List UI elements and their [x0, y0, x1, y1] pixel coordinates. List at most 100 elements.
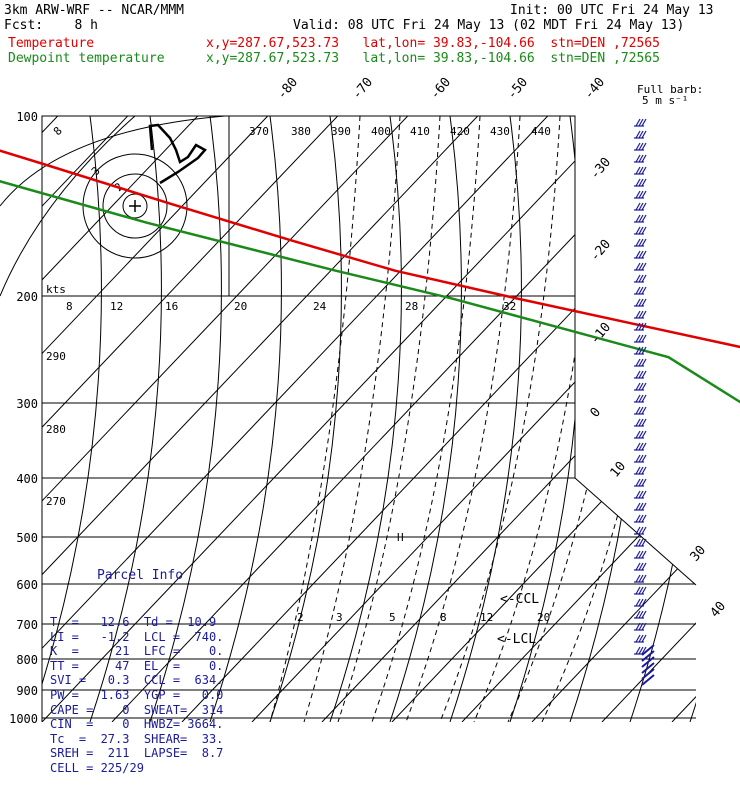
wind-barb-flag	[638, 202, 644, 211]
hodograph-ring	[0, 115, 226, 207]
wind-barb-flag	[635, 226, 641, 235]
isotherm-line	[42, 116, 549, 722]
wind-barb-flag	[638, 610, 644, 619]
wind-barb-flag	[638, 442, 644, 451]
theta-label: 390	[331, 125, 351, 138]
hodograph-speed-label: 12	[110, 300, 123, 313]
wind-barb-flag	[638, 274, 644, 283]
parcel-info-row: SVI = 0.3 CCL = 634.	[50, 673, 224, 688]
isotherm-line	[42, 116, 339, 722]
dry-adiabat	[449, 116, 522, 722]
wind-barb-flag	[638, 370, 644, 379]
wind-barb-flag	[638, 322, 644, 331]
isotherm-label: -60	[428, 75, 455, 103]
wind-barb-flag	[638, 418, 644, 427]
mixing-ratio-label: 3	[336, 611, 343, 624]
barb-legend-units: 5 m s⁻¹	[642, 94, 688, 107]
wind-barb-flag	[641, 166, 647, 175]
wind-barb-low	[641, 668, 655, 680]
hodograph-speed-label: 8	[66, 300, 73, 313]
wind-barb-flag	[641, 394, 647, 403]
wind-barbs: Full barb:5 m s⁻¹	[634, 83, 703, 686]
theta-label: 420	[450, 125, 470, 138]
isotherm-label: 0	[588, 405, 605, 421]
parcel-info-panel: Parcel Info T = 12.6 Td = 10.9 LI = -1.2 …	[50, 540, 230, 790]
wind-barb-flag	[638, 130, 644, 139]
wind-barb-flag	[635, 298, 641, 307]
dry-adiabat	[209, 116, 282, 722]
wind-barb-flag	[638, 406, 644, 415]
wind-barb-flag	[641, 118, 647, 127]
wind-barb-flag	[641, 442, 647, 451]
wind-barb-flag	[641, 154, 647, 163]
wind-barb-flag	[635, 634, 641, 643]
wind-barb-flag	[641, 190, 647, 199]
dry-adiabat	[389, 116, 462, 722]
theta-label: 270	[46, 495, 66, 508]
isotherm-label: -30	[588, 155, 615, 183]
isotherm-line	[42, 116, 269, 722]
wind-barb-flag	[635, 526, 641, 535]
dry-adiabat	[269, 116, 342, 722]
theta-label: 280	[46, 423, 66, 436]
wind-barb-flag	[638, 538, 644, 547]
wind-barb-flag	[635, 334, 641, 343]
dewpoint-location: x,y=287.67,523.73 lat,lon= 39.83,-104.66…	[206, 51, 660, 66]
wind-barb-flag	[635, 346, 641, 355]
wind-barb-flag	[641, 406, 647, 415]
wind-barb-flag	[641, 286, 647, 295]
isotherm-label: -80	[275, 75, 302, 103]
isotherm-line	[42, 116, 409, 722]
parcel-info-row: CAPE = 0 SWEAT= 314	[50, 702, 224, 717]
init-time: Init: 00 UTC Fri 24 May 13	[510, 3, 714, 18]
theta-label: 430	[490, 125, 510, 138]
wind-barb-low	[641, 650, 655, 662]
temperature-location: x,y=287.67,523.73 lat,lon= 39.83,-104.66…	[206, 36, 660, 51]
hodograph-speed-label: 20	[234, 300, 247, 313]
wind-barb-flag	[641, 622, 647, 631]
plot-border-diagonal	[574, 477, 697, 586]
isotherm-line	[42, 116, 199, 722]
parcel-info-row: TT = 47 EL = 0.	[50, 658, 224, 673]
wind-barb-flag	[638, 346, 644, 355]
mixing-ratio-label: 8	[440, 611, 447, 624]
wind-barb-flag	[635, 250, 641, 259]
wind-barb-flag	[641, 370, 647, 379]
wind-barb-flag	[641, 502, 647, 511]
pressure-tick-label: 500	[16, 531, 38, 545]
isotherm-line	[42, 116, 619, 722]
temperature-legend: Temperature	[8, 36, 95, 51]
pressure-tick-label: 400	[16, 472, 38, 486]
parcel-info-title: Parcel Info	[96, 568, 184, 584]
theta-label: 410	[410, 125, 430, 138]
wind-barb-flag	[635, 490, 641, 499]
ccl-annotation: <-CCL	[500, 592, 539, 607]
moist-adiabat	[371, 116, 481, 722]
wind-barb-flag	[641, 478, 647, 487]
wind-barb-flag	[635, 466, 641, 475]
wind-barb-flag	[638, 562, 644, 571]
wind-barb-flag	[635, 238, 641, 247]
wind-barb-flag	[641, 418, 647, 427]
hodograph-speed-label: 28	[405, 300, 418, 313]
wind-barb-low	[641, 674, 655, 686]
wind-barb-flag	[638, 394, 644, 403]
sounding-curves	[0, 149, 740, 404]
wind-barb-flag	[641, 550, 647, 559]
pressure-tick-label: 800	[16, 653, 38, 667]
wind-barb-flag	[641, 250, 647, 259]
wind-barb-flag	[641, 358, 647, 367]
wind-barb-flag	[635, 118, 641, 127]
wind-barb-flag	[635, 610, 641, 619]
valid-time: Valid: 08 UTC Fri 24 May 13 (02 MDT Fri …	[293, 18, 685, 33]
wind-barb-flag	[641, 646, 647, 655]
wind-barb-flag	[641, 514, 647, 523]
wind-barb-flag	[641, 142, 647, 151]
dry-adiabat	[329, 116, 402, 722]
moist-adiabat	[303, 116, 401, 722]
isotherm-line	[251, 116, 696, 722]
hodograph-speed-label: 24	[313, 300, 327, 313]
wind-barb-flag	[635, 514, 641, 523]
moist-adiabat	[473, 116, 601, 722]
pressure-tick-label: 700	[16, 618, 38, 632]
